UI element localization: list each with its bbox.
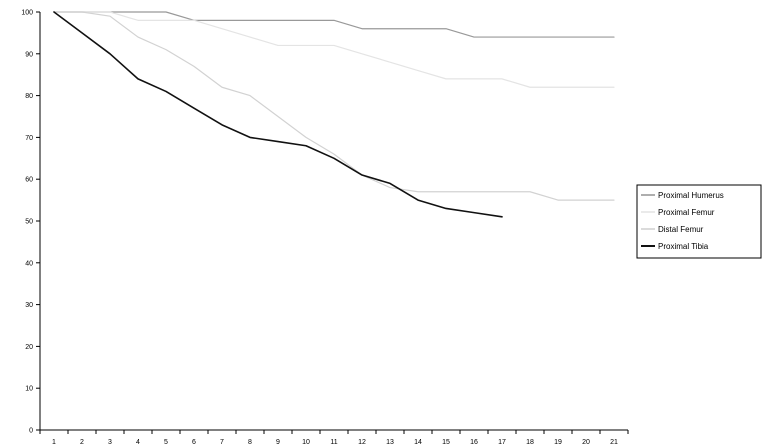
x-tick-label: 14 [414,439,422,446]
y-axis-ticks: 0 10 20 30 40 50 60 70 80 90 100 [21,10,40,435]
series-line-3 [53,11,615,201]
y-tick-label: 40 [25,260,33,267]
y-tick-label: 70 [25,135,33,142]
x-tick-label: 5 [164,439,168,446]
x-tick-label: 21 [610,439,618,446]
x-tick-label: 18 [526,439,534,446]
series-lines [53,11,615,218]
x-tick-label: 20 [582,439,590,446]
y-tick-label: 100 [21,10,33,17]
series-line-2 [53,11,615,88]
x-tick-label: 10 [302,439,310,446]
x-tick-label: 19 [554,439,562,446]
y-tick-label: 80 [25,93,33,100]
y-tick-label: 50 [25,219,33,226]
legend: Proximal Humerus Proximal Femur Distal Fem… [636,184,762,259]
y-tick-label: 20 [25,344,33,351]
x-tick-label: 3 [108,439,112,446]
y-tick-label: 60 [25,177,33,184]
legend-label: Proximal Femur [658,208,715,217]
plot-area [39,12,628,431]
x-tick-label: 16 [470,439,478,446]
x-tick-label: 4 [136,439,140,446]
series-line-1 [53,11,615,38]
x-tick-label: 6 [192,439,196,446]
y-tick-label: 0 [29,428,33,435]
legend-label: Distal Femur [658,225,704,234]
legend-label: Proximal Tibia [658,242,709,251]
x-tick-label: 9 [276,439,280,446]
x-tick-label: 11 [330,439,337,446]
series-line-4 [53,11,503,218]
x-tick-label: 15 [442,439,450,446]
x-tick-label: 8 [248,439,252,446]
legend-label: Proximal Humerus [658,191,724,200]
x-tick-label: 2 [80,439,84,446]
y-tick-label: 30 [25,302,33,309]
x-tick-label: 17 [498,439,506,446]
x-tick-label: 1 [52,439,56,446]
x-axis-ticks: 1 2 3 4 5 6 7 8 9 10 11 12 13 14 15 16 17 18 19 20 21 [39,430,629,446]
x-tick-label: 12 [358,439,366,446]
legend-box [636,184,762,259]
x-tick-label: 7 [220,439,224,446]
y-tick-label: 10 [25,386,33,393]
y-tick-label: 90 [25,51,33,58]
x-tick-label: 13 [386,439,394,446]
